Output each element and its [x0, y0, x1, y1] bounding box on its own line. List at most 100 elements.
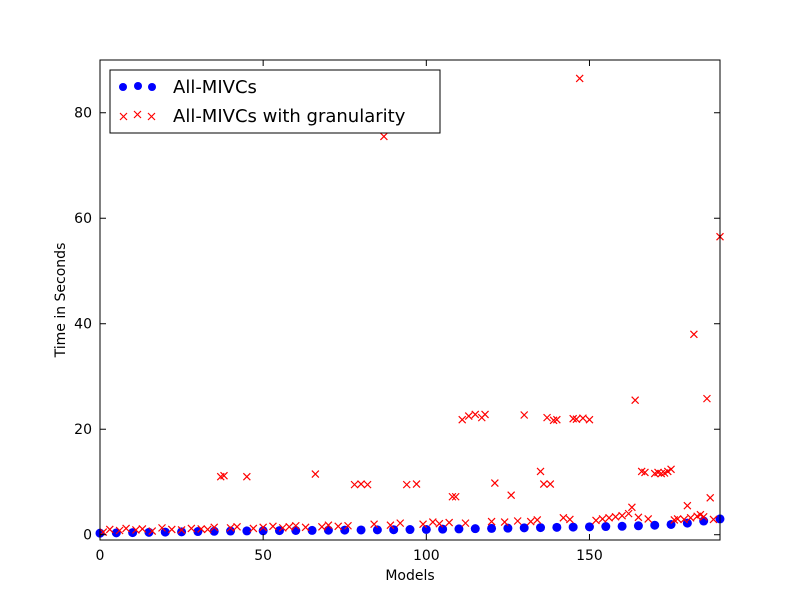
data-point-all-mivcs-granularity [572, 415, 581, 424]
data-point-all-mivcs-granularity [210, 523, 219, 532]
data-point-all-mivcs [258, 526, 268, 536]
data-point-all-mivcs-granularity [526, 517, 535, 526]
data-point-all-mivcs-granularity [226, 523, 235, 532]
data-point-all-mivcs [438, 524, 448, 534]
data-point-all-mivcs-granularity [402, 480, 411, 489]
data-point-all-mivcs-granularity [569, 414, 578, 423]
data-point-all-mivcs-granularity [559, 513, 568, 522]
y-tick-label: 80 [74, 106, 92, 122]
data-point-all-mivcs [177, 527, 187, 537]
data-point-all-mivcs-granularity [634, 513, 643, 522]
data-point-all-mivcs [584, 522, 594, 532]
data-point-all-mivcs-granularity [412, 480, 421, 489]
data-point-all-mivcs [242, 526, 252, 536]
data-point-all-mivcs-granularity [546, 480, 555, 489]
data-point-all-mivcs-granularity [575, 74, 584, 83]
data-point-all-mivcs-granularity [598, 514, 607, 523]
legend-label-all-mivcs-granularity: All-MIVCs with granularity [173, 106, 406, 127]
data-point-all-mivcs-granularity [105, 525, 114, 534]
data-point-all-mivcs-granularity [278, 523, 287, 532]
data-point-all-mivcs [291, 526, 301, 536]
legend-marker-all-mivcs [119, 82, 156, 91]
data-point-all-mivcs-granularity [565, 515, 574, 524]
data-point-all-mivcs-granularity [592, 516, 600, 525]
data-point-all-mivcs-granularity [167, 525, 176, 534]
data-point-all-mivcs [226, 526, 236, 536]
data-point-all-mivcs-granularity [115, 526, 124, 535]
x-tick-label: 150 [576, 548, 603, 564]
data-point-all-mivcs-granularity [624, 509, 633, 518]
data-point-all-mivcs-granularity [177, 526, 186, 534]
data-point-all-mivcs-granularity [481, 410, 489, 419]
axis-ticks: 0 50 100 150 0 20 40 60 80 [74, 60, 720, 564]
data-point-all-mivcs [405, 525, 415, 535]
x-tick-label: 100 [413, 548, 440, 564]
data-point-all-mivcs-granularity [122, 524, 131, 533]
data-point-all-mivcs [503, 523, 513, 533]
data-point-all-mivcs [568, 522, 578, 532]
data-point-all-mivcs-granularity [386, 521, 395, 530]
data-point-all-mivcs [552, 522, 562, 532]
data-point-all-mivcs [340, 525, 350, 535]
x-axis-label: Models [385, 568, 434, 584]
data-point-all-mivcs-granularity [461, 519, 470, 528]
x-tick-label: 0 [96, 548, 105, 564]
data-point-all-mivcs-granularity [448, 492, 457, 501]
plot-frame [99, 59, 721, 541]
data-point-all-mivcs-granularity [363, 480, 372, 489]
data-point-all-mivcs [617, 521, 627, 531]
data-point-all-mivcs [421, 524, 431, 534]
data-point-all-mivcs [487, 523, 497, 533]
y-tick-label: 20 [74, 422, 92, 438]
data-point-all-mivcs-granularity [334, 522, 343, 531]
data-point-all-mivcs-granularity [291, 521, 300, 530]
data-point-all-mivcs-granularity [683, 501, 692, 510]
data-point-all-mivcs-granularity [673, 514, 682, 523]
data-point-all-mivcs [519, 523, 529, 533]
data-point-all-mivcs-granularity [148, 527, 157, 535]
data-point-all-mivcs-granularity [703, 394, 711, 403]
data-point-all-mivcs-granularity [233, 522, 241, 531]
data-point-all-mivcs-granularity [203, 525, 212, 534]
data-point-all-mivcs-granularity [490, 479, 499, 487]
data-point-all-mivcs-granularity [706, 493, 715, 502]
legend-marker-all-mivcs-granularity [119, 110, 156, 121]
data-point-all-mivcs-granularity [605, 513, 613, 522]
data-point-all-mivcs [160, 527, 170, 537]
legend: All-MIVCs All-MIVCs with granularity [109, 69, 441, 134]
data-point-all-mivcs-granularity [311, 470, 320, 478]
data-point-all-mivcs-granularity [158, 523, 166, 532]
data-point-all-mivcs [111, 528, 121, 538]
data-point-all-mivcs [372, 525, 382, 535]
data-point-all-mivcs [454, 524, 464, 534]
data-point-all-mivcs-granularity [242, 472, 251, 481]
data-point-all-mivcs-granularity [269, 522, 277, 531]
data-point-all-mivcs-granularity [445, 518, 454, 527]
data-point-all-mivcs [536, 523, 546, 533]
data-point-all-mivcs-granularity [344, 521, 352, 530]
data-point-all-mivcs-granularity [513, 517, 522, 525]
legend-box [109, 69, 441, 134]
data-point-all-mivcs-granularity [131, 526, 140, 534]
data-point-all-mivcs-granularity [539, 480, 548, 489]
data-point-all-mivcs-granularity [631, 396, 640, 405]
data-point-all-mivcs [666, 519, 676, 529]
data-point-all-mivcs-granularity [487, 517, 496, 526]
x-tick-label: 50 [254, 548, 272, 564]
data-point-all-mivcs-granularity [627, 503, 636, 512]
data-point-all-mivcs-granularity [317, 522, 326, 531]
data-point-all-mivcs-granularity [579, 414, 587, 423]
data-point-all-mivcs-granularity [549, 416, 558, 425]
data-point-all-mivcs-granularity [187, 524, 196, 533]
data-point-all-mivcs-granularity [686, 513, 695, 522]
data-point-all-mivcs-granularity [458, 415, 467, 424]
data-point-all-mivcs-granularity [543, 413, 551, 422]
data-point-all-mivcs-granularity [350, 480, 359, 489]
data-point-all-mivcs-granularity [301, 523, 310, 532]
data-point-all-mivcs-granularity [689, 330, 698, 339]
data-point-all-mivcs-granularity [641, 468, 649, 477]
data-point-all-mivcs-granularity [396, 519, 405, 528]
data-point-all-mivcs-granularity [379, 132, 388, 141]
y-tick-label: 0 [83, 528, 92, 544]
